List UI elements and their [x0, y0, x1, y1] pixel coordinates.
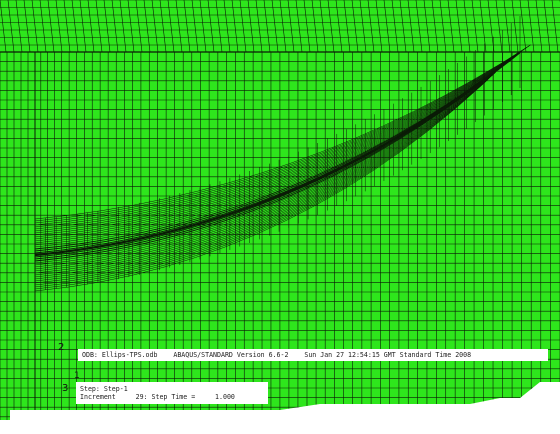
step-time-label: Step Time = — [151, 393, 196, 401]
odb-file-name: Ellips-TPS.odb — [101, 351, 158, 359]
triad-axis-1-label: 1 — [74, 371, 80, 381]
increment-label: Increment — [80, 393, 116, 401]
odb-timestamp: Sun Jan 27 12:54:15 GMT Standard Time 20… — [304, 351, 472, 359]
step-time-value: 1.000 — [215, 393, 235, 401]
step-name: Step-1 — [103, 385, 128, 393]
odb-info-banner: ODB: Ellips-TPS.odb ABAQUS/STANDARD Vers… — [78, 349, 548, 361]
mesh-top-face — [0, 0, 560, 52]
increment-value: 29: — [135, 393, 148, 401]
odb-label: ODB: — [82, 351, 98, 359]
step-info-box: Step: Step-1 Increment 29: Step Time = 1.… — [76, 382, 268, 404]
triad-axis-3-label: 3 — [62, 383, 69, 394]
step-label: Step: — [80, 385, 100, 393]
triad-axis-2-label: 2 — [58, 342, 65, 353]
solver-version: ABAQUS/STANDARD Version 6.6-2 — [173, 351, 289, 359]
